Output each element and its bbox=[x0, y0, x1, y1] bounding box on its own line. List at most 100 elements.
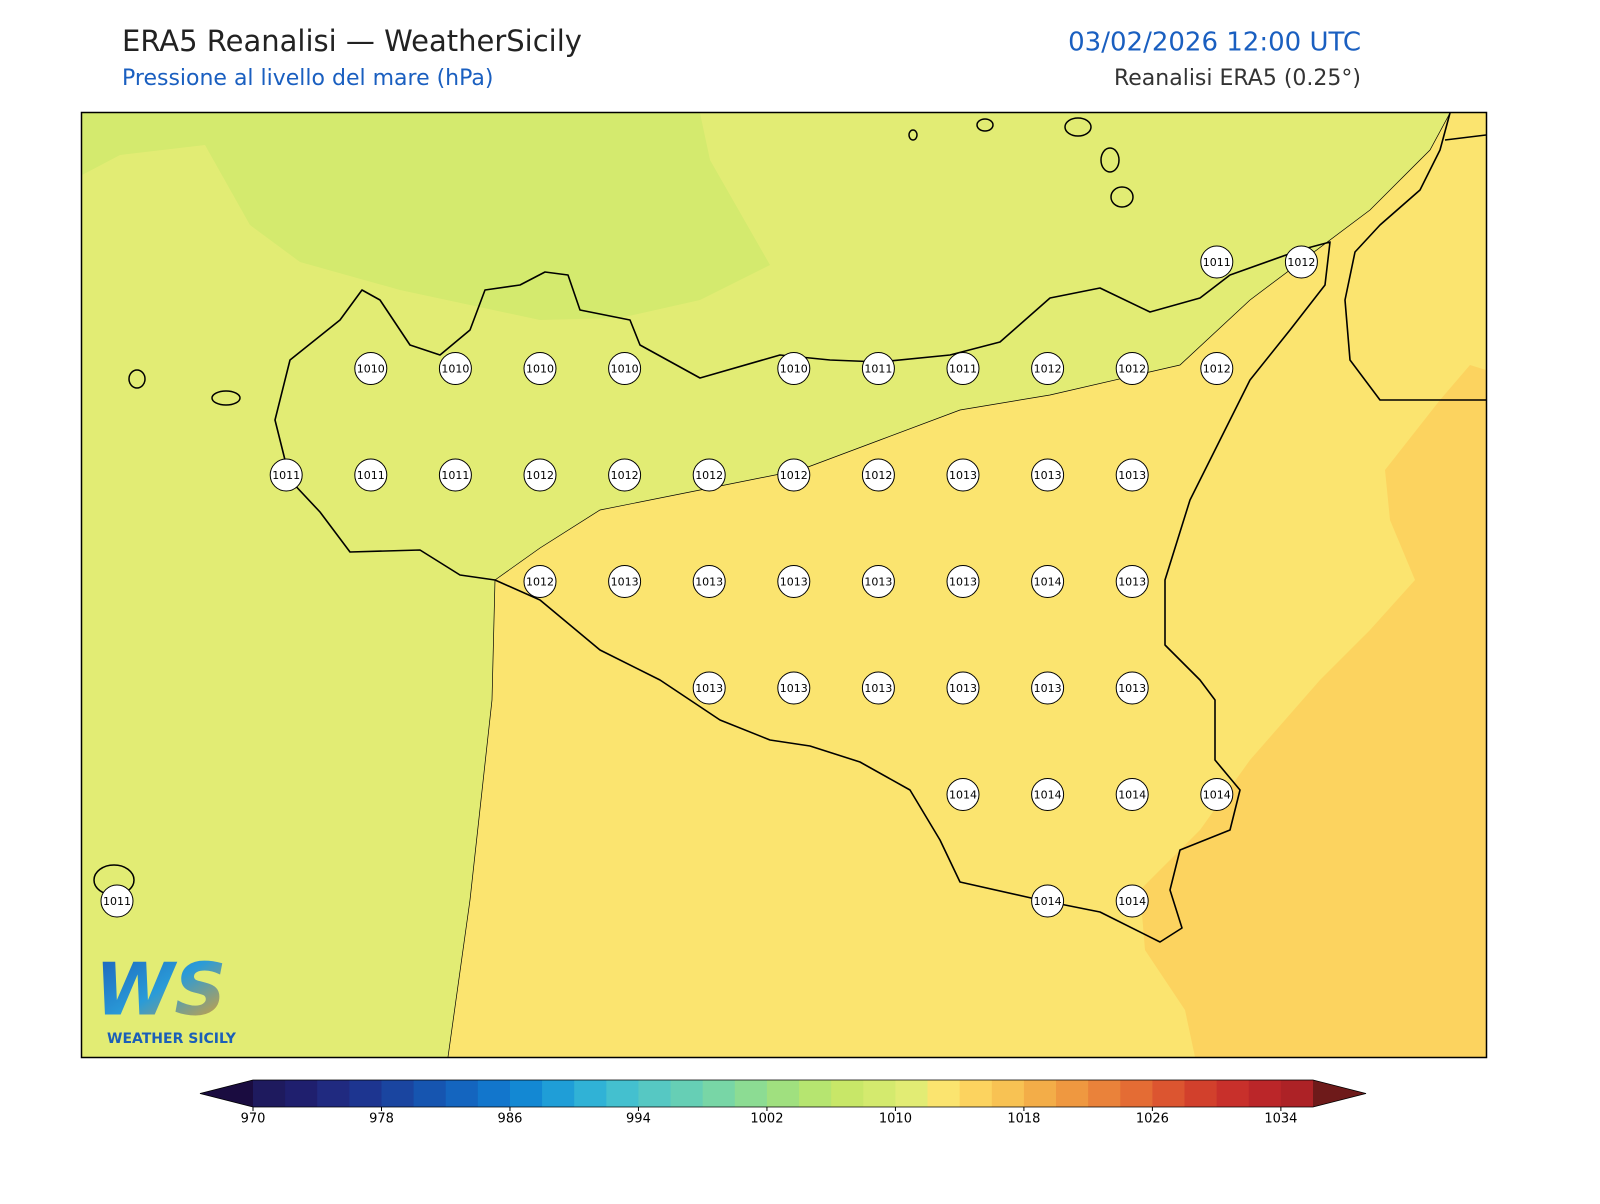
calabria-coast-2 bbox=[1444, 134, 1486, 141]
station-marker bbox=[354, 352, 388, 385]
colorbar-over bbox=[1313, 1080, 1366, 1107]
station-label: 1011 bbox=[441, 469, 469, 482]
colorbar-tick-label: 1018 bbox=[1007, 1112, 1040, 1127]
station-label: 1011 bbox=[949, 363, 977, 376]
station-label: 1014 bbox=[1034, 789, 1062, 802]
colorbar-band bbox=[445, 1080, 479, 1107]
station-marker bbox=[523, 458, 557, 492]
colorbar-band bbox=[606, 1080, 639, 1107]
colorbar-band bbox=[702, 1080, 736, 1107]
station-marker bbox=[1115, 671, 1149, 705]
station-label: 1014 bbox=[949, 789, 977, 802]
station-label: 1013 bbox=[611, 576, 639, 589]
station-label: 1012 bbox=[864, 469, 892, 482]
logo: WS WEATHER SICILY bbox=[95, 948, 237, 1047]
station-marker bbox=[1115, 458, 1149, 492]
station-marker bbox=[861, 671, 895, 705]
station-marker bbox=[1031, 671, 1065, 705]
station-marker bbox=[777, 671, 811, 705]
colorbar-band bbox=[895, 1080, 929, 1107]
station-marker bbox=[1031, 565, 1065, 598]
colorbar-band bbox=[831, 1080, 864, 1107]
colorbar-band bbox=[1216, 1080, 1250, 1107]
station-marker bbox=[608, 565, 642, 598]
station-label: 1013 bbox=[949, 682, 977, 695]
station-label: 1014 bbox=[1118, 789, 1146, 802]
sicily-coast bbox=[274, 241, 1331, 943]
station-label: 1012 bbox=[1203, 363, 1231, 376]
station-label: 1010 bbox=[441, 363, 469, 376]
station-marker bbox=[100, 884, 134, 918]
colorbar-band bbox=[734, 1080, 768, 1107]
station-label: 1014 bbox=[1034, 895, 1062, 908]
colorbar-tick-label: 970 bbox=[241, 1112, 266, 1127]
station-marker bbox=[1115, 352, 1149, 385]
station-marker bbox=[1200, 778, 1234, 811]
colorbar-under bbox=[200, 1080, 253, 1107]
station-label: 1012 bbox=[1034, 363, 1062, 376]
colorbar-tick-label: 986 bbox=[498, 1112, 523, 1127]
station-marker bbox=[269, 458, 303, 492]
station-marker bbox=[523, 352, 557, 385]
colorbar-tick-label: 1026 bbox=[1136, 1112, 1169, 1127]
station-marker bbox=[608, 352, 642, 385]
station-label: 1010 bbox=[357, 363, 385, 376]
station-label: 1012 bbox=[1287, 256, 1315, 269]
station-marker bbox=[777, 458, 811, 492]
station-marker bbox=[777, 352, 811, 385]
station-label: 1013 bbox=[1034, 469, 1062, 482]
station-label: 1012 bbox=[526, 469, 554, 482]
source: Reanalisi ERA5 (0.25°) bbox=[1114, 66, 1361, 91]
colorbar-band bbox=[863, 1080, 896, 1107]
colorbar-tick-label: 978 bbox=[369, 1112, 394, 1127]
colorbar-tick-label: 1002 bbox=[750, 1112, 783, 1127]
station-marker bbox=[1115, 778, 1149, 811]
colorbar-band bbox=[1056, 1080, 1089, 1107]
colorbar-band bbox=[1120, 1080, 1153, 1107]
station-marker bbox=[523, 565, 557, 598]
station-marker bbox=[1031, 458, 1065, 492]
logo-mark: WS bbox=[95, 948, 226, 1032]
station-marker bbox=[777, 565, 811, 598]
station-label: 1012 bbox=[780, 469, 808, 482]
datetime: 03/02/2026 12:00 UTC bbox=[1068, 28, 1361, 58]
calabria-coast bbox=[1344, 113, 1486, 401]
station-marker bbox=[1031, 884, 1065, 918]
station-label: 1014 bbox=[1203, 789, 1231, 802]
station-marker bbox=[1115, 565, 1149, 598]
field-1008 bbox=[82, 113, 770, 320]
station-marker bbox=[1031, 352, 1065, 385]
station-label: 1011 bbox=[1203, 256, 1231, 269]
station-label: 1013 bbox=[1118, 682, 1146, 695]
colorbar-tick-label: 994 bbox=[626, 1112, 651, 1127]
station-label: 1012 bbox=[526, 576, 554, 589]
station-label: 1010 bbox=[611, 363, 639, 376]
colorbar-tick-label: 1010 bbox=[879, 1112, 912, 1127]
title: ERA5 Reanalisi — WeatherSicily bbox=[122, 24, 582, 58]
station-marker bbox=[861, 458, 895, 492]
station-marker bbox=[354, 458, 388, 492]
colorbar-band bbox=[927, 1080, 961, 1107]
station-label: 1013 bbox=[780, 682, 808, 695]
station-label: 1011 bbox=[272, 469, 300, 482]
map-frame bbox=[80, 111, 1488, 1059]
station-marker bbox=[1284, 245, 1318, 279]
station-label: 1013 bbox=[949, 576, 977, 589]
colorbar-band bbox=[991, 1080, 1025, 1107]
station-marker bbox=[438, 458, 472, 492]
station-label: 1010 bbox=[526, 363, 554, 376]
colorbar-band bbox=[638, 1080, 672, 1107]
colorbar-band bbox=[1023, 1080, 1057, 1107]
station-marker bbox=[438, 352, 472, 385]
station-marker bbox=[692, 671, 726, 705]
colorbar-band bbox=[959, 1080, 993, 1107]
colorbar-band bbox=[766, 1080, 800, 1107]
station-label: 1013 bbox=[949, 469, 977, 482]
station-label: 1013 bbox=[1034, 682, 1062, 695]
station-marker bbox=[946, 778, 980, 811]
station-marker bbox=[1031, 778, 1065, 811]
colorbar-band bbox=[1184, 1080, 1218, 1107]
colorbar-band bbox=[1248, 1080, 1282, 1107]
colorbar-band bbox=[477, 1080, 511, 1107]
